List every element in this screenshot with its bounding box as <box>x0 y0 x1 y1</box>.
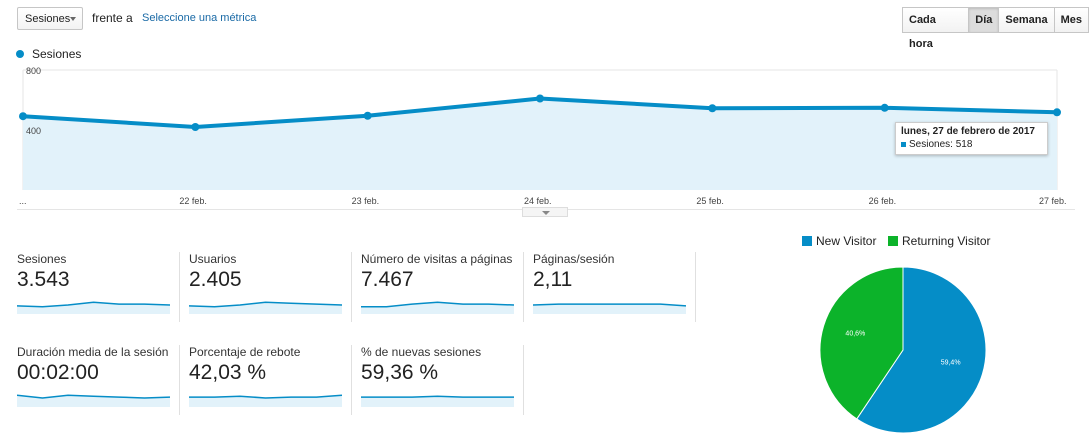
metric-divider <box>179 345 180 415</box>
data-point[interactable] <box>536 94 544 103</box>
metric-card[interactable]: Sesiones 3.543 <box>17 252 170 322</box>
metric-divider <box>523 345 524 415</box>
metric-value: 00:02:00 <box>17 361 99 384</box>
chart-tooltip: lunes, 27 de febrero de 2017 Sesiones: 5… <box>895 122 1048 155</box>
x-tick-label: 24 feb. <box>524 196 552 206</box>
metric-name: Duración media de la sesión <box>17 345 169 359</box>
sparkline-line <box>17 301 170 308</box>
metric-sparkline <box>17 301 170 314</box>
tooltip-date: lunes, 27 de febrero de 2017 <box>901 126 1035 137</box>
pie-legend-label: New Visitor <box>816 234 877 248</box>
data-point[interactable] <box>19 112 27 121</box>
y-tick-label: 400 <box>26 126 41 136</box>
x-tick-label: ... <box>19 196 27 206</box>
week-button[interactable]: Semana <box>998 7 1055 33</box>
pie-slice-label: 40,6% <box>845 331 865 338</box>
sparkline-fill <box>361 396 514 407</box>
granularity-buttons: Cada hora Día Semana Mes <box>902 7 1089 50</box>
month-button[interactable]: Mes <box>1053 7 1089 33</box>
chevron-down-icon <box>70 17 76 21</box>
series-swatch <box>901 141 906 147</box>
metric-name: % de nuevas sesiones <box>361 345 482 359</box>
series-legend-dot <box>16 50 24 58</box>
pie-legend-label: Returning Visitor <box>902 234 991 248</box>
new-visitor-swatch <box>802 236 812 246</box>
pie-legend-new[interactable]: New Visitor <box>802 234 876 248</box>
pie-slice-label: 59,4% <box>941 359 961 366</box>
versus-label: frente a <box>92 11 133 25</box>
returning-visitor-swatch <box>888 236 898 246</box>
sparkline-fill <box>17 302 170 314</box>
x-tick-label: 22 feb. <box>179 196 207 206</box>
data-point[interactable] <box>363 111 372 120</box>
hourly-button[interactable]: Cada hora <box>902 7 970 50</box>
metric-card[interactable]: Usuarios 2.405 <box>189 252 342 322</box>
x-tick-label: 25 feb. <box>696 196 724 206</box>
metric-sparkline <box>189 394 342 407</box>
data-point[interactable] <box>1053 108 1061 117</box>
sparkline-fill <box>189 395 342 407</box>
day-button[interactable]: Día <box>968 7 1000 33</box>
series-legend-label[interactable]: Sesiones <box>32 47 82 61</box>
metric-card[interactable]: Porcentaje de rebote 42,03 % <box>189 345 342 415</box>
metric-divider <box>351 345 352 415</box>
metric-value: 7.467 <box>361 268 414 291</box>
select-metric-link[interactable]: Seleccione una métrica <box>142 12 257 24</box>
metric-value: 3.543 <box>17 268 70 291</box>
metric-name: Usuarios <box>189 252 237 266</box>
x-tick-label: 23 feb. <box>351 196 380 206</box>
data-point[interactable] <box>191 123 200 131</box>
metric-card[interactable]: Número de visitas a páginas 7.467 <box>361 252 514 322</box>
sparkline-fill <box>361 302 514 314</box>
tooltip-value: Sesiones: 518 <box>909 139 973 150</box>
chevron-down-icon <box>542 211 550 215</box>
metric-card[interactable]: Duración media de la sesión 00:02:00 <box>17 345 170 415</box>
metric-name: Sesiones <box>17 252 67 266</box>
pie-slice[interactable] <box>856 266 987 433</box>
metric-sparkline <box>361 301 514 314</box>
metric-name: Porcentaje de rebote <box>189 345 301 359</box>
pie-slice[interactable] <box>819 266 904 420</box>
visitor-pie-chart: 59,4% 40,6% <box>819 266 987 433</box>
metric-card[interactable]: Páginas/sesión 2,11 <box>533 252 686 322</box>
sparkline-fill <box>189 302 342 314</box>
metric-name: Páginas/sesión <box>533 252 615 266</box>
sparkline-line <box>189 301 342 308</box>
metric-value: 2,11 <box>533 268 573 291</box>
metric-select-label: Sesiones <box>25 13 71 25</box>
sparkline-line <box>17 394 170 399</box>
metric-sparkline <box>533 303 686 314</box>
metric-divider <box>179 252 180 322</box>
sparkline-line <box>361 395 514 398</box>
x-tick-label: 26 feb. <box>868 196 897 206</box>
metric-value: 2.405 <box>189 268 242 291</box>
data-point[interactable] <box>708 104 717 113</box>
sparkline-line <box>361 301 514 308</box>
y-tick-label: 800 <box>26 66 41 76</box>
metric-divider <box>523 252 524 322</box>
x-tick-label: 27 feb. <box>1039 196 1067 206</box>
metric-sparkline <box>189 301 342 314</box>
pie-legend-returning[interactable]: Returning Visitor <box>888 234 991 248</box>
metric-sparkline <box>17 394 170 407</box>
metric-divider <box>695 252 696 322</box>
metric-card[interactable]: % de nuevas sesiones 59,36 % <box>361 345 514 415</box>
sparkline-line <box>189 394 342 399</box>
metric-divider <box>351 252 352 322</box>
metric-value: 59,36 % <box>361 361 439 384</box>
metric-value: 42,03 % <box>189 361 267 384</box>
metric-name: Número de visitas a páginas <box>361 252 513 266</box>
sessions-line-chart: 800 400 <box>19 66 1061 190</box>
sparkline-line <box>533 303 686 307</box>
chart-expand-toggle[interactable] <box>522 207 568 217</box>
metric-select[interactable]: Sesiones <box>17 7 83 30</box>
metric-sparkline <box>361 395 514 407</box>
data-point[interactable] <box>880 103 889 112</box>
sparkline-fill <box>533 304 686 314</box>
